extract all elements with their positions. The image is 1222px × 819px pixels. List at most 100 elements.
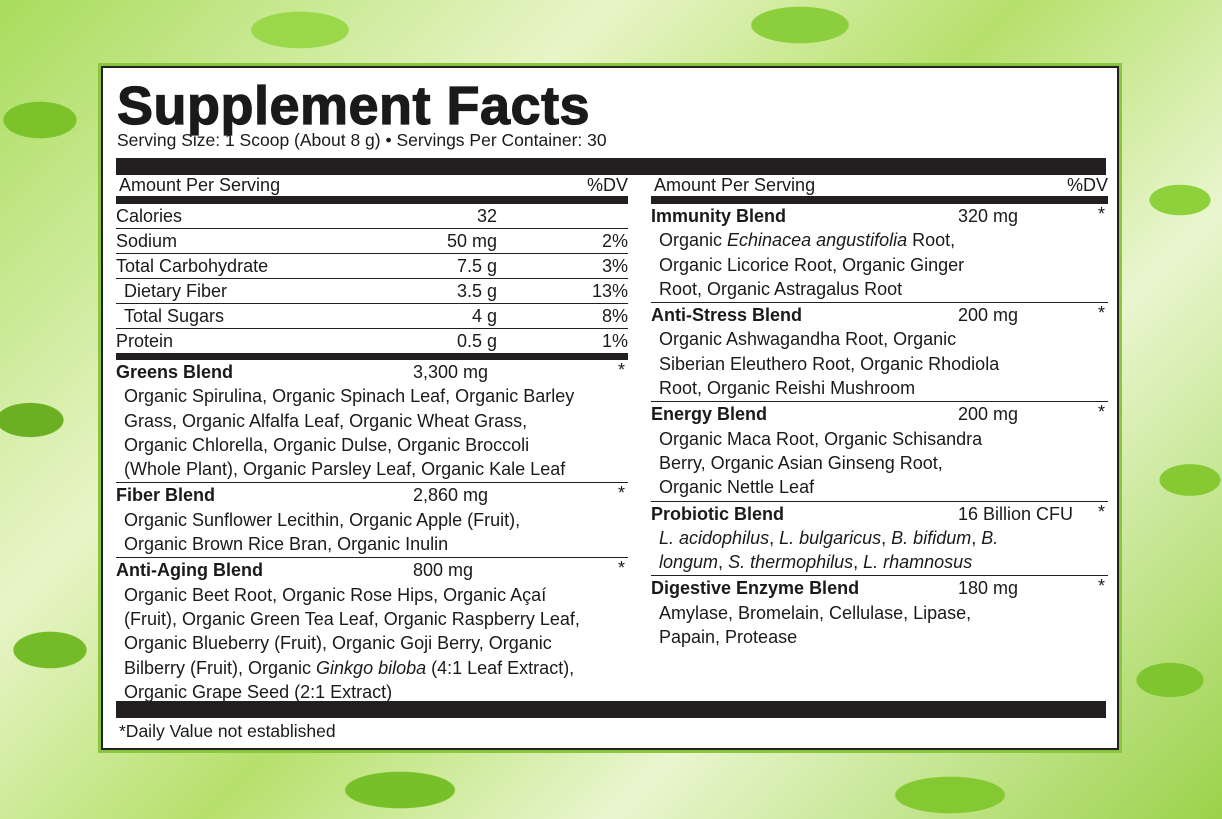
ingredient-text: Organic Beet Root, Organic Rose Hips, Or… [124,584,547,605]
ingredient-line: longum, S. thermophilus, L. rhamnosus [651,550,1108,574]
blend-amount: 320 mg [958,206,1019,226]
ingredient-line: Organic Ashwagandha Root, Organic [651,327,1108,351]
bottom-divider [116,701,1106,718]
blend-header: Anti-Stress Blend 200 mg * [651,303,1108,327]
ingredient-text: Organic Sunflower Lecithin, Organic Appl… [124,509,521,530]
top-divider [116,158,1106,175]
blend-name: Anti-Stress Blend [651,305,803,326]
blend-amount: 180 mg [958,578,1019,599]
blend-amount: 200 mg [958,305,1019,326]
nutrient-name: Calories [116,206,183,226]
blend-header: Digestive Enzyme Blend 180 mg * [651,576,1108,600]
dv-header: %DV [586,175,628,195]
blend-name: Fiber Blend [116,485,216,506]
ingredient-text: Organic Blueberry (Fruit), Organic Goji … [124,633,552,654]
ingredient-text: Organic [659,230,728,251]
left-column: Amount Per Serving %DV Calories 32 Sodium 50… [116,174,628,705]
ingredient-text: Amylase, Bromelain, Cellulase, Lipase, [659,602,972,623]
blend-header: Greens Blend 3,300 mg * [116,360,628,384]
ingredient-line: Amylase, Bromelain, Cellulase, Lipase, [651,601,1108,625]
blend-item: Digestive Enzyme Blend 180 mg * Amylase, Br… [651,576,1108,650]
blend-item: Greens Blend 3,300 mg * Organic Spirulina, … [116,360,628,484]
nutrient-row: Calories 32 [116,204,628,229]
blend-header: Fiber Blend 2,860 mg * [116,483,628,507]
left-blend-list: Greens Blend 3,300 mg * Organic Spirulina, … [116,360,628,705]
divider [116,196,628,204]
blend-name: Digestive Enzyme Blend [651,578,860,599]
ingredient-line: Root, Organic Reishi Mushroom [651,376,1108,400]
ingredient-line: Organic Echinacea angustifolia Root, [651,228,1108,252]
right-column: Amount Per Serving %DV Immunity Blend 320 … [651,174,1108,650]
ingredient-line: (Fruit), Organic Green Tea Leaf, Organic… [116,607,628,631]
nutrient-amount: 50 mg [446,231,497,251]
ingredient-text: Organic Maca Root, Organic Schisandra [659,428,983,449]
ingredient-text: Bilberry (Fruit), Organic [124,657,317,678]
ingredient-line: Organic Nettle Leaf [651,475,1108,499]
blend-item: Energy Blend 200 mg * Organic Maca Root, Or… [651,402,1108,502]
ingredient-text: (4:1 Leaf Extract), [426,657,575,678]
ingredient-text: , [718,552,729,573]
ingredient-line: Organic Licorice Root, Organic Ginger [651,253,1108,277]
ingredient-italic: L. acidophilus [659,527,770,548]
nutrient-row: Dietary Fiber 3.5 g 13% [116,279,628,304]
ingredient-line: Organic Spirulina, Organic Spinach Leaf,… [116,384,628,408]
ingredient-line: Papain, Protease [651,625,1108,649]
amount-header: Amount Per Serving [119,175,281,195]
blend-dv: * [1097,576,1105,597]
nutrient-name: Sodium [116,231,178,251]
nutrient-amount: 4 g [471,306,497,326]
ingredient-line: Organic Sunflower Lecithin, Organic Appl… [116,508,628,532]
ingredient-line: (Whole Plant), Organic Parsley Leaf, Org… [116,457,628,481]
ingredient-italic: Echinacea angustifolia [727,230,908,251]
nutrient-name: Total Sugars [124,306,225,326]
ingredient-line: L. acidophilus, L. bulgaricus, B. bifidu… [651,526,1108,550]
ingredient-text: Root, Organic Astragalus Root [659,278,903,299]
blend-name: Greens Blend [116,362,234,382]
blend-dv: * [617,360,625,380]
blend-name: Anti-Aging Blend [116,560,263,581]
ingredient-text: Siberian Eleuthero Root, Organic Rhodiol… [659,353,1000,374]
nutrient-amount: 32 [476,206,497,226]
blend-item: Anti-Stress Blend 200 mg * Organic Ashwagan… [651,303,1108,403]
nutrient-row: Total Sugars 4 g 8% [116,304,628,329]
nutrient-list: Calories 32 Sodium 50 mg 2% Total Carbohydrat… [116,204,628,353]
nutrient-amount: 3.5 g [456,281,497,301]
panel-title: Supplement Facts [116,75,591,136]
nutrient-dv: 8% [601,306,628,326]
blend-item: Probiotic Blend 16 Billion CFU * L. acidoph… [651,502,1108,577]
blend-amount: 3,300 mg [413,362,489,382]
ingredient-italic: B. bifidum [891,527,972,548]
blend-dv: * [1097,303,1105,324]
blend-dv: * [617,483,625,504]
blend-header: Energy Blend 200 mg * [651,402,1108,426]
serving-info: Serving Size: 1 Scoop (About 8 g) • Serv… [117,130,607,150]
ingredient-line: Organic Grape Seed (2:1 Extract) [116,680,628,704]
blend-dv: * [1097,402,1105,423]
ingredient-italic: L. rhamnosus [863,552,973,573]
nutrient-name: Total Carbohydrate [116,256,269,276]
nutrient-row: Protein 0.5 g 1% [116,329,628,353]
ingredient-line: Organic Brown Rice Bran, Organic Inulin [116,532,628,556]
nutrient-dv: 13% [591,281,628,301]
ingredient-text: Organic Nettle Leaf [659,477,815,498]
ingredient-line: Bilberry (Fruit), Organic Ginkgo biloba … [116,656,628,680]
blend-header: Anti-Aging Blend 800 mg * [116,558,628,582]
nutrient-dv: 3% [601,256,628,276]
nutrient-row: Total Carbohydrate 7.5 g 3% [116,254,628,279]
ingredient-text: (Fruit), Organic Green Tea Leaf, Organic… [124,608,580,629]
blend-dv: * [1097,501,1105,522]
right-blend-list: Immunity Blend 320 mg * Organic Echinacea a… [651,204,1108,650]
ingredient-italic: L. bulgaricus [779,527,882,548]
divider [651,196,1108,204]
blend-item: Immunity Blend 320 mg * Organic Echinacea a… [651,204,1108,304]
ingredient-text: Organic Licorice Root, Organic Ginger [659,254,965,275]
nutrient-name: Dietary Fiber [124,281,228,301]
blend-amount: 16 Billion CFU [958,503,1074,524]
ingredient-text: (Whole Plant), Organic Parsley Leaf, Org… [124,459,566,480]
ingredient-text: Organic Ashwagandha Root, Organic [659,329,957,350]
divider [116,353,628,360]
nutrient-amount: 7.5 g [456,256,497,276]
ingredient-text: Papain, Protease [659,627,798,648]
supplement-facts-panel: Supplement Facts Serving Size: 1 Scoop (… [101,66,1119,750]
ingredient-text: Root, Organic Reishi Mushroom [659,378,916,399]
